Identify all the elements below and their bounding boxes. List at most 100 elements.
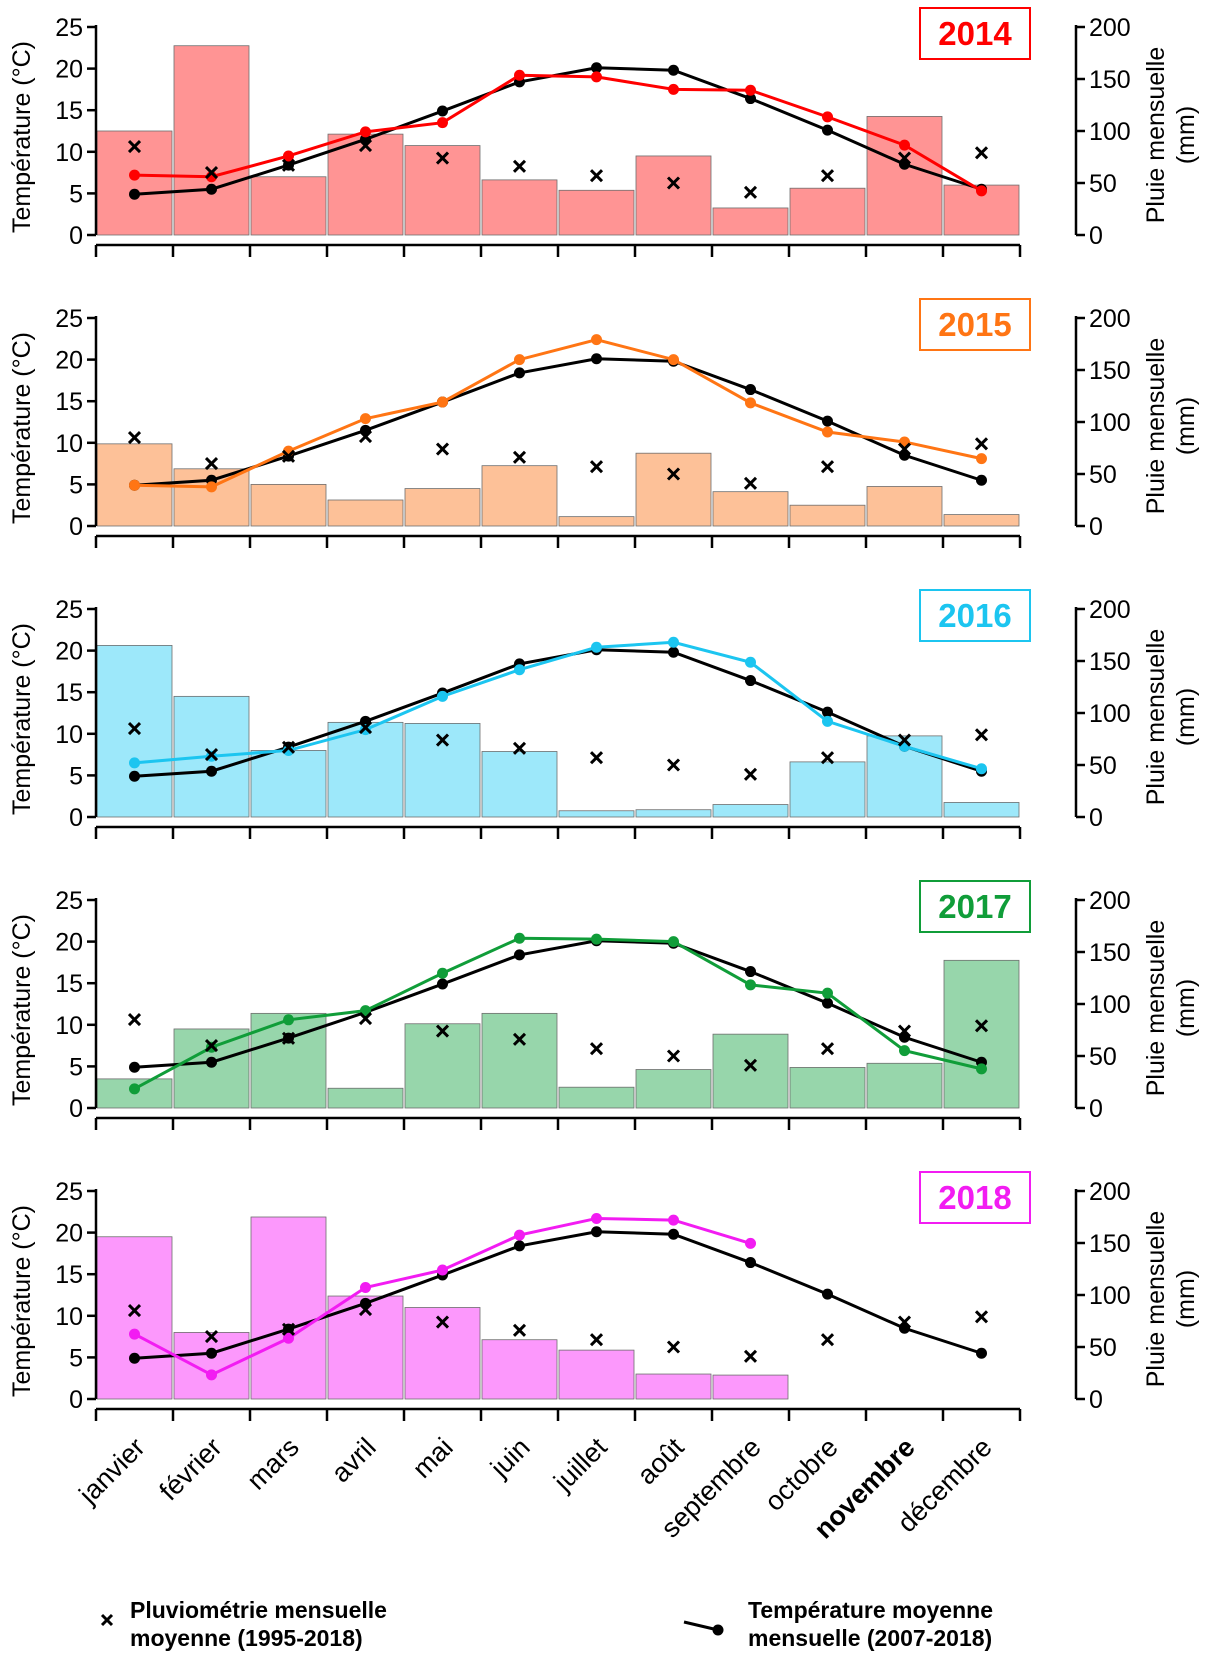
rain-bar-2017 bbox=[327, 1087, 404, 1109]
rain-bar-2017 bbox=[635, 1069, 712, 1109]
rain-bar-2016 bbox=[404, 723, 481, 818]
temperature-point-2017 bbox=[129, 1083, 140, 1095]
avg-temperature-point bbox=[745, 384, 756, 396]
avg-temperature-point bbox=[976, 1347, 987, 1359]
rain-bar-2014 bbox=[712, 207, 789, 236]
rain-bar-2016 bbox=[789, 761, 866, 818]
avg-rain-marker bbox=[820, 751, 835, 765]
avg-temperature-point bbox=[129, 188, 140, 200]
temperature-point-2017 bbox=[514, 932, 525, 944]
left-tick-label: 10 bbox=[55, 1012, 83, 1040]
temperature-point-2014 bbox=[899, 139, 910, 151]
rain-bar-2016 bbox=[943, 802, 1020, 818]
avg-temperature-point bbox=[437, 978, 448, 990]
avg-rain-marker bbox=[127, 1013, 142, 1027]
panel-2015: 0 5 10 15 20 25 0 50 100 150 200 2015 Température (°… bbox=[8, 298, 1200, 548]
rain-bar-2014 bbox=[635, 155, 712, 236]
avg-temperature-point bbox=[668, 64, 679, 76]
temperature-point-2017 bbox=[360, 1005, 371, 1017]
temperature-point-2018 bbox=[129, 1328, 140, 1340]
temperature-point-2015 bbox=[514, 354, 525, 366]
avg-rain-marker bbox=[281, 449, 296, 463]
right-axis-title-2: (mm) bbox=[1172, 397, 1200, 455]
legend-rain-label-1: Pluviométrie mensuelle bbox=[130, 1597, 387, 1623]
avg-rain-marker bbox=[820, 169, 835, 183]
right-tick-label: 200 bbox=[1089, 596, 1131, 624]
rain-bar-2015 bbox=[943, 514, 1020, 527]
avg-rain-marker bbox=[204, 1330, 219, 1344]
temperature-point-2015 bbox=[976, 453, 987, 465]
left-tick-label: 15 bbox=[55, 97, 83, 125]
temperature-point-2018 bbox=[283, 1332, 294, 1344]
avg-rain-marker bbox=[512, 1032, 527, 1046]
right-tick-label: 50 bbox=[1089, 461, 1117, 489]
right-tick-label: 100 bbox=[1089, 991, 1131, 1019]
temperature-point-2015 bbox=[437, 396, 448, 408]
panel-2016: 0 5 10 15 20 25 0 50 100 150 200 2016 Température (°… bbox=[8, 589, 1200, 839]
right-axis-title-1: Pluie mensuelle bbox=[1142, 338, 1170, 515]
temperature-point-2014 bbox=[437, 117, 448, 129]
rain-bar-2017 bbox=[173, 1028, 250, 1109]
avg-rain-marker bbox=[743, 1058, 758, 1072]
rain-bar-2018 bbox=[481, 1339, 558, 1400]
year-box-2014 bbox=[919, 7, 1031, 60]
avg-rain-marker bbox=[281, 1031, 296, 1045]
temperature-point-2016 bbox=[745, 656, 756, 668]
avg-temperature-point bbox=[822, 1288, 833, 1300]
left-tick-label: 5 bbox=[69, 1344, 83, 1372]
avg-rain-marker bbox=[589, 460, 604, 474]
right-tick-label: 50 bbox=[1089, 170, 1117, 198]
rain-bar-2018 bbox=[635, 1373, 712, 1400]
rain-bar-2015 bbox=[250, 483, 327, 527]
rain-bar-2014 bbox=[404, 145, 481, 236]
rain-bar-2017 bbox=[712, 1033, 789, 1109]
avg-rain-marker bbox=[127, 722, 142, 736]
year-box-2018 bbox=[919, 1171, 1031, 1224]
rain-bar-2017 bbox=[404, 1023, 481, 1109]
temperature-point-2015 bbox=[206, 481, 217, 493]
temperature-point-2017 bbox=[283, 1014, 294, 1026]
temperature-point-2014 bbox=[283, 150, 294, 162]
avg-temperature-line bbox=[134, 939, 982, 1069]
temperature-point-2016 bbox=[976, 763, 987, 775]
left-tick-label: 25 bbox=[55, 305, 83, 333]
avg-temperature-point bbox=[514, 1240, 525, 1252]
temperature-point-2014 bbox=[591, 71, 602, 83]
temperature-point-2018 bbox=[206, 1369, 217, 1381]
avg-temperature-point bbox=[591, 1226, 602, 1238]
month-label: mai bbox=[407, 1432, 459, 1484]
rain-bar-2016 bbox=[712, 804, 789, 818]
right-tick-label: 200 bbox=[1089, 1178, 1131, 1206]
left-tick-label: 20 bbox=[55, 638, 83, 666]
right-tick-label: 200 bbox=[1089, 887, 1131, 915]
avg-temperature-point bbox=[206, 1347, 217, 1359]
month-label: janvier bbox=[73, 1432, 151, 1510]
panel-2014: 0 5 10 15 20 25 0 50 100 150 200 2014 Température (°… bbox=[8, 7, 1200, 257]
avg-rain-marker bbox=[127, 140, 142, 154]
legend: Pluviométrie mensuelle moyenne (1995-201… bbox=[100, 1597, 993, 1651]
left-tick-label: 20 bbox=[55, 56, 83, 84]
left-tick-label: 0 bbox=[69, 1386, 83, 1414]
temperature-point-2017 bbox=[668, 936, 679, 948]
avg-rain-marker bbox=[281, 158, 296, 172]
avg-rain-marker bbox=[281, 1322, 296, 1336]
rain-bar-2015 bbox=[327, 499, 404, 527]
avg-temperature-point bbox=[822, 997, 833, 1009]
right-tick-label: 0 bbox=[1089, 222, 1103, 250]
legend-temp-marker bbox=[683, 1620, 724, 1636]
temperature-point-2016 bbox=[129, 757, 140, 769]
rain-bar-2015 bbox=[866, 486, 943, 527]
rain-bar-2018 bbox=[173, 1332, 250, 1400]
avg-rain-marker bbox=[358, 1302, 373, 1317]
avg-rain-marker bbox=[435, 442, 450, 456]
month-label: avril bbox=[326, 1432, 382, 1488]
rain-bar-2017 bbox=[558, 1086, 635, 1109]
avg-temperature-point bbox=[668, 1228, 679, 1240]
right-tick-label: 150 bbox=[1089, 1230, 1131, 1258]
right-tick-label: 100 bbox=[1089, 118, 1131, 146]
avg-rain-marker bbox=[897, 151, 912, 165]
temperature-point-2018 bbox=[668, 1214, 679, 1226]
temperature-point-2014 bbox=[360, 126, 371, 138]
temperature-point-2016 bbox=[283, 744, 294, 756]
